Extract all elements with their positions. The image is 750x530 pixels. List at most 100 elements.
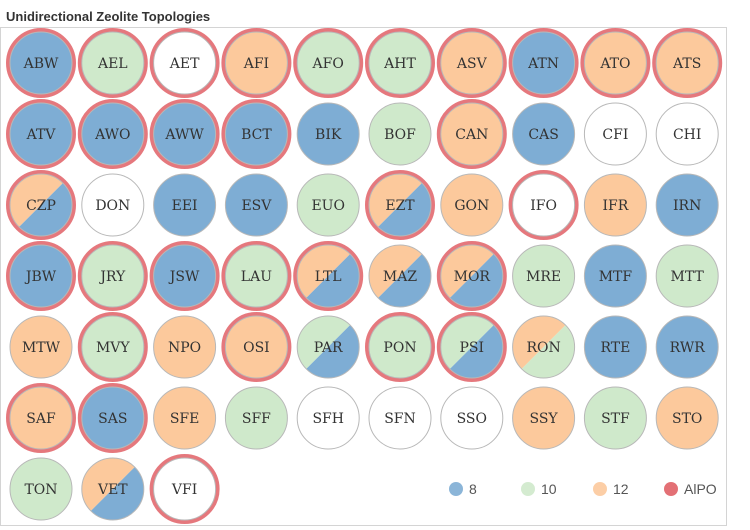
bubble-label: AEL bbox=[97, 56, 128, 72]
bubble-fill bbox=[512, 244, 576, 308]
bubble-label: RWR bbox=[670, 340, 706, 356]
bubble-pon: PON bbox=[365, 312, 435, 382]
bubble-label: IFR bbox=[603, 198, 629, 214]
bubble-sfh: SFH bbox=[296, 386, 360, 450]
bubble-fill bbox=[153, 457, 217, 521]
bubble-fill bbox=[296, 102, 360, 166]
bubble-fill bbox=[224, 315, 288, 379]
bubble-label: GON bbox=[454, 198, 489, 214]
alpo-ring bbox=[77, 241, 148, 311]
chart-frame bbox=[0, 27, 727, 526]
bubble-label: SSO bbox=[457, 411, 487, 427]
bubble-cas: CAS bbox=[512, 102, 576, 166]
bubble-fill bbox=[512, 102, 576, 166]
alpo-ring bbox=[365, 312, 435, 382]
bubble-jry: JRY bbox=[77, 241, 148, 311]
fill-half-12 bbox=[512, 316, 575, 378]
bubble-label: BOF bbox=[384, 127, 416, 143]
bubble-label: STF bbox=[601, 411, 630, 427]
bubble-atn: ATN bbox=[508, 28, 579, 98]
bubble-npo: NPO bbox=[153, 315, 217, 379]
alpo-ring bbox=[508, 170, 579, 240]
alpo-ring bbox=[77, 28, 148, 98]
bubble-outline bbox=[368, 173, 432, 237]
bubble-fill bbox=[440, 386, 504, 450]
bubble-fill bbox=[583, 244, 647, 308]
bubble-vfi: VFI bbox=[149, 454, 220, 524]
bubble-label: JSW bbox=[168, 269, 200, 285]
bubble-label: RON bbox=[526, 340, 560, 356]
bubble-mtw: MTW bbox=[9, 315, 73, 379]
bubble-label: MOR bbox=[454, 269, 491, 285]
bubble-bik: BIK bbox=[296, 102, 360, 166]
bubble-fill bbox=[655, 102, 719, 166]
bubble-label: PAR bbox=[314, 340, 343, 356]
bubble-label: SFF bbox=[242, 411, 271, 427]
bubble-irn: IRN bbox=[655, 173, 719, 237]
bubble-label: AFI bbox=[243, 56, 269, 72]
bubble-label: MTF bbox=[599, 269, 633, 285]
bubble-label: SAF bbox=[26, 411, 56, 427]
bubble-label: CAS bbox=[528, 127, 558, 143]
bubble-fill bbox=[512, 386, 576, 450]
bubble-maz: MAZ bbox=[368, 244, 432, 308]
legend-item-8[interactable]: 8 bbox=[449, 481, 477, 497]
bubble-label: OSI bbox=[243, 340, 270, 356]
bubble-label: IRN bbox=[673, 198, 701, 214]
bubble-fill bbox=[296, 386, 360, 450]
bubble-sas: SAS bbox=[77, 383, 148, 453]
alpo-ring bbox=[149, 454, 220, 524]
bubble-label: EZT bbox=[385, 198, 415, 214]
bubble-label: ASV bbox=[456, 56, 488, 72]
bubble-rwr: RWR bbox=[655, 315, 719, 379]
bubble-czp: CZP bbox=[6, 170, 76, 240]
alpo-ring bbox=[436, 241, 507, 311]
bubble-ael: AEL bbox=[77, 28, 148, 98]
alpo-ring bbox=[365, 170, 435, 240]
alpo-ring bbox=[149, 28, 220, 98]
fill-half-8 bbox=[297, 245, 360, 307]
bubble-afo: AFO bbox=[293, 28, 364, 98]
bubble-fill bbox=[655, 386, 719, 450]
bubble-sfe: SFE bbox=[153, 386, 217, 450]
legend-item-12[interactable]: 12 bbox=[593, 481, 629, 497]
bubble-label: IFO bbox=[530, 198, 557, 214]
bubble-label: SAS bbox=[98, 411, 127, 427]
bubble-fill bbox=[583, 173, 647, 237]
bubble-label: RTE bbox=[600, 340, 630, 356]
bubble-mre: MRE bbox=[512, 244, 576, 308]
bubble-fill bbox=[512, 173, 576, 237]
bubble-label: SFH bbox=[312, 411, 344, 427]
bubble-sso: SSO bbox=[440, 386, 504, 450]
alpo-ring bbox=[6, 170, 76, 240]
bubble-label: DON bbox=[95, 198, 130, 214]
bubble-gon: GON bbox=[440, 173, 504, 237]
bubble-euo: EUO bbox=[296, 173, 360, 237]
legend-label: 10 bbox=[541, 481, 557, 497]
bubble-label: STO bbox=[672, 411, 702, 427]
bubble-label: TON bbox=[24, 482, 57, 498]
alpo-ring bbox=[293, 28, 364, 98]
bubble-fill bbox=[368, 315, 432, 379]
bubble-fill bbox=[655, 244, 719, 308]
bubble-fill bbox=[440, 31, 504, 95]
alpo-ring bbox=[6, 241, 76, 311]
bubble-fill bbox=[9, 102, 73, 166]
bubble-fill bbox=[440, 173, 504, 237]
bubble-ifr: IFR bbox=[583, 173, 647, 237]
bubble-fill bbox=[81, 31, 145, 95]
legend-item-alpo[interactable]: AlPO bbox=[664, 481, 717, 497]
bubble-outline bbox=[512, 315, 576, 379]
bubble-abw: ABW bbox=[6, 28, 76, 98]
bubble-fill bbox=[224, 31, 288, 95]
legend-label: 12 bbox=[613, 481, 629, 497]
bubble-mtt: MTT bbox=[655, 244, 719, 308]
legend-item-10[interactable]: 10 bbox=[521, 481, 557, 497]
bubble-atv: ATV bbox=[6, 99, 76, 169]
bubble-fill bbox=[9, 31, 73, 95]
bubble-label: SSY bbox=[530, 411, 559, 427]
bubble-par: PAR bbox=[296, 315, 360, 379]
bubble-label: VFI bbox=[171, 482, 197, 498]
fill-half-8 bbox=[297, 316, 360, 378]
